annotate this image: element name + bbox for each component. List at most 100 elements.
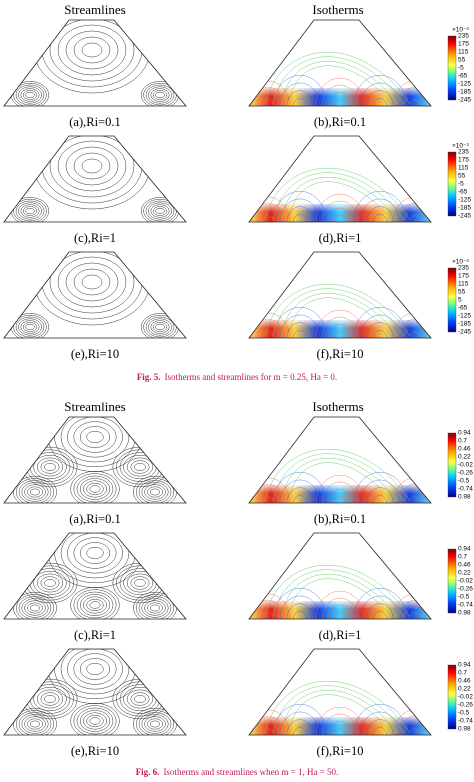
cavity-outline <box>248 648 432 736</box>
colorbar-tick-label: 115 <box>458 165 469 172</box>
colorbar-exponent: ×10⁻³ <box>452 259 469 266</box>
panel-label: (b),Ri=0.1 <box>314 115 366 129</box>
colorbar <box>447 548 457 614</box>
isotherm <box>360 595 401 619</box>
streamline <box>79 542 111 564</box>
streamline <box>15 200 45 222</box>
colorbar-tick-label: 0.22 <box>458 454 471 461</box>
isotherm <box>366 322 394 338</box>
caption-label: Fig. 6. <box>136 767 160 777</box>
isotherm-plot <box>249 449 431 503</box>
colorbar-tick-label: 0.7 <box>458 438 467 445</box>
streamline <box>25 323 35 331</box>
colorbar-tick-label: 0.98 <box>458 610 471 617</box>
isotherm <box>280 177 399 221</box>
streamline <box>27 602 43 614</box>
streamline <box>33 454 67 480</box>
streamline <box>76 475 114 503</box>
streamline <box>73 653 117 685</box>
colorbar-tick-label: 5 <box>458 297 462 304</box>
isotherm <box>404 93 427 106</box>
isotherm-plot <box>249 284 431 338</box>
streamline <box>148 202 172 220</box>
streamline <box>155 323 165 331</box>
streamline <box>152 90 168 100</box>
streamline-plot <box>10 136 180 222</box>
colorbar <box>447 267 457 333</box>
colorbar-tick-label: -245 <box>458 97 471 104</box>
streamline <box>86 430 104 444</box>
streamline <box>20 204 40 218</box>
colorbar-tick-label: 55 <box>458 173 466 180</box>
streamline <box>18 596 52 619</box>
streamline <box>18 318 42 336</box>
streamline <box>152 322 168 332</box>
isotherm <box>262 728 274 735</box>
isotherm <box>288 65 393 105</box>
streamline <box>135 710 175 735</box>
isotherm <box>315 590 365 619</box>
isotherm <box>272 172 405 221</box>
streamline <box>73 589 117 619</box>
streamline <box>135 478 175 503</box>
band-fade <box>249 318 431 328</box>
streamline <box>70 586 120 619</box>
streamline <box>29 684 71 714</box>
streamline <box>123 570 157 596</box>
panel-label: (c),Ri=1 <box>74 231 116 245</box>
isotherm <box>288 181 393 221</box>
streamline <box>141 714 169 734</box>
streamline <box>18 86 42 104</box>
cavity-outline <box>3 532 187 620</box>
isotherm <box>251 318 285 338</box>
isotherm <box>327 604 353 619</box>
streamline <box>13 592 57 619</box>
streamline <box>89 485 101 493</box>
isotherm <box>264 449 411 502</box>
cavity-outline <box>3 416 187 504</box>
cavity-outline <box>248 19 432 107</box>
isotherm <box>321 713 359 735</box>
streamline <box>33 570 67 596</box>
panel-label: (f),Ri=10 <box>317 744 364 758</box>
streamline-plot <box>13 649 177 735</box>
streamline <box>155 91 165 99</box>
isotherm <box>272 569 405 618</box>
colorbar-tick-label: -65 <box>458 73 468 80</box>
streamline <box>13 82 47 106</box>
isotherm <box>280 82 321 106</box>
streamline <box>126 689 154 709</box>
colorbar-tick-label: -0.26 <box>458 702 473 709</box>
colorbar-tick-label: -0.5 <box>458 594 470 601</box>
colorbar-tick-label: -65 <box>458 189 468 196</box>
colorbar-tick-label: -185 <box>458 89 471 96</box>
streamline <box>73 473 117 503</box>
streamline <box>149 604 161 612</box>
colorbar-exponent: ×10⁻³ <box>452 27 469 34</box>
streamline-plot <box>13 417 177 503</box>
streamline <box>15 594 55 619</box>
streamline <box>33 686 67 712</box>
streamline <box>54 417 136 468</box>
streamline <box>140 81 180 106</box>
isotherm <box>273 588 327 619</box>
colorbar-tick-label: -185 <box>458 321 471 328</box>
streamline <box>40 692 60 706</box>
panel-label: (c),Ri=1 <box>74 628 116 642</box>
colorbar-tick-label: -5 <box>458 65 464 72</box>
colorbar-tick-label: 0.7 <box>458 554 467 561</box>
streamline <box>150 88 170 102</box>
cavity-outline <box>248 416 432 504</box>
streamline <box>144 716 166 732</box>
panel-header: Streamlines <box>64 2 125 17</box>
streamline <box>24 484 46 500</box>
colorbar-tick-label: -5 <box>458 181 464 188</box>
isotherm <box>315 309 365 338</box>
panel-header: Isotherms <box>312 2 363 17</box>
band-fade <box>249 86 431 96</box>
isotherm <box>264 284 411 337</box>
streamline <box>13 198 47 222</box>
isotherm <box>353 307 407 338</box>
streamline <box>130 692 150 706</box>
